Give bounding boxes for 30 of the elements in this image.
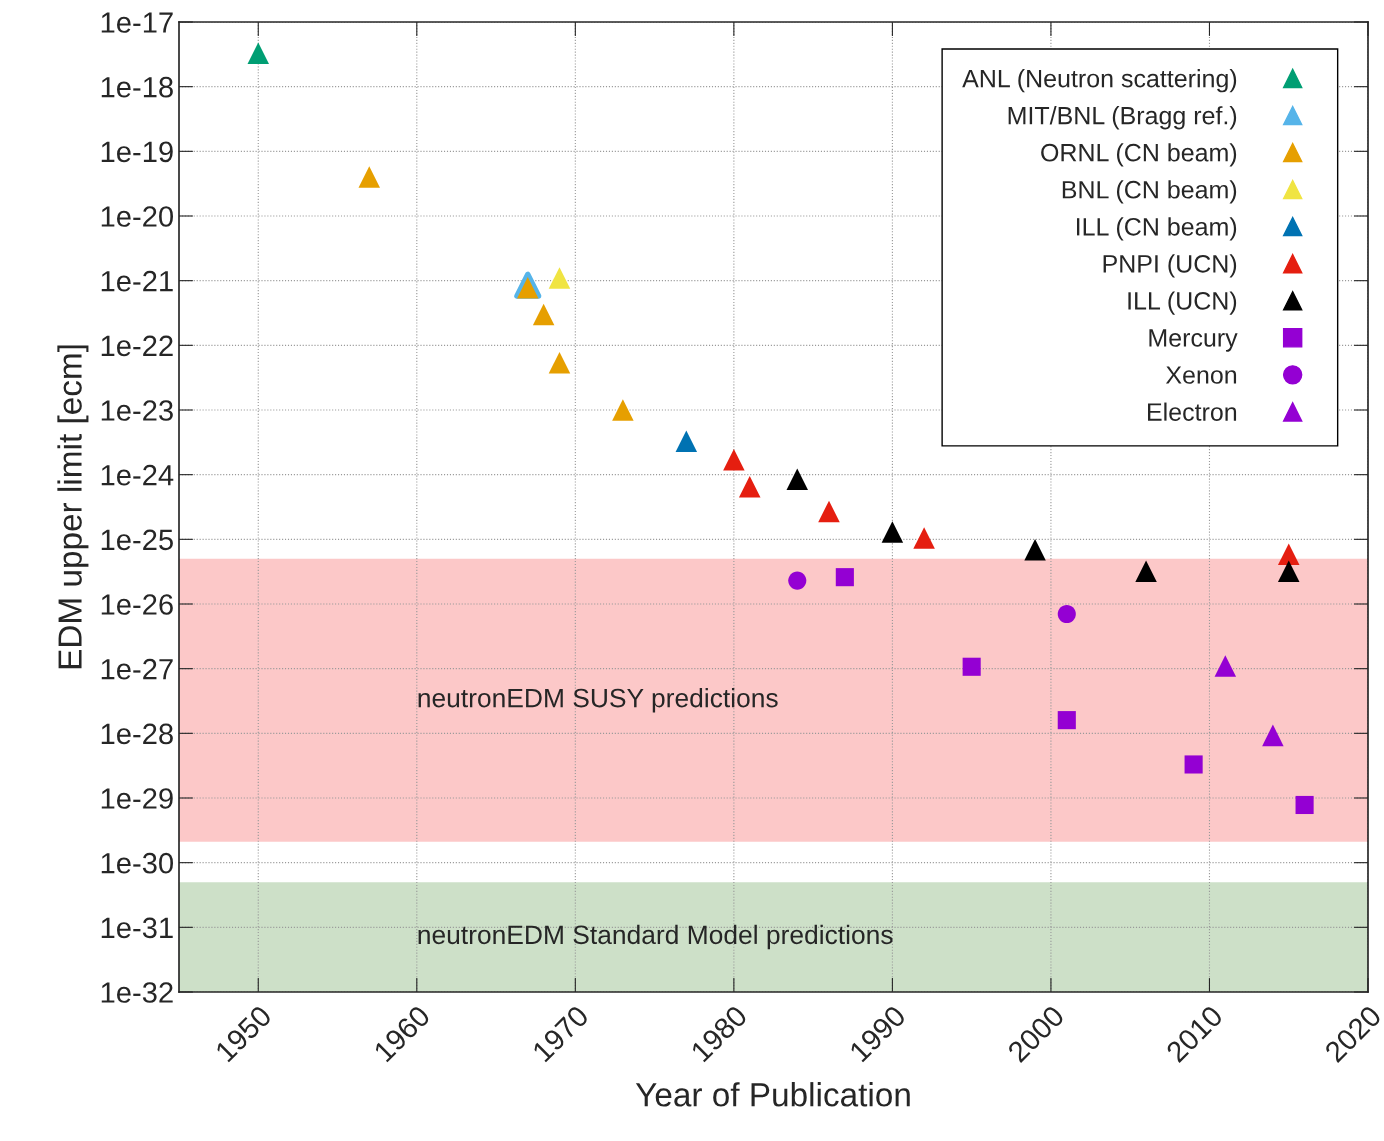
- band-label: neutronEDM Standard Model predictions: [418, 924, 893, 950]
- y-tick-label: 1e-21: [101, 270, 173, 292]
- y-tick-label: 1e-28: [101, 723, 173, 745]
- y-tick-label: 1e-30: [101, 852, 174, 874]
- y-tick-label: 1e-17: [101, 12, 173, 33]
- legend-label: MIT/BNL (Bragg ref.): [1008, 106, 1237, 130]
- y-tick-label: 1e-18: [101, 76, 173, 98]
- y-tick-label: 1e-19: [101, 141, 173, 163]
- legend-label: PNPI (UCN): [1103, 254, 1237, 278]
- y-tick-label: 1e-23: [101, 400, 173, 421]
- legend-label: Mercury: [1149, 329, 1238, 352]
- y-tick-label: 1e-24: [101, 464, 174, 486]
- legend-label: ILL (CN beam): [1076, 217, 1237, 241]
- y-tick-label: 1e-32: [101, 982, 173, 1003]
- y-tick-label: 1e-26: [101, 594, 173, 615]
- y-tick-label: 1e-29: [101, 788, 173, 809]
- y-tick-label: 1e-27: [101, 658, 173, 680]
- legend-label: ILL (UCN): [1128, 291, 1237, 315]
- legend-label: ORNL (CN beam): [1041, 143, 1237, 167]
- band-label: neutronEDM SUSY predictions: [418, 688, 778, 713]
- legend-label: ANL (Neutron scattering): [962, 69, 1237, 93]
- y-tick-label: 1e-31: [101, 917, 173, 939]
- x-axis-title: Year of Publication: [635, 1082, 910, 1107]
- legend-label: Xenon: [1165, 366, 1237, 384]
- legend-label: BNL (CN beam): [1062, 180, 1237, 204]
- y-axis-title: EDM upper limit [ecm]: [57, 345, 89, 669]
- y-tick-label: 1e-22: [101, 335, 173, 357]
- legend-label: Electron: [1148, 402, 1237, 421]
- y-tick-label: 1e-25: [101, 529, 173, 551]
- y-tick-label: 1e-20: [101, 206, 174, 227]
